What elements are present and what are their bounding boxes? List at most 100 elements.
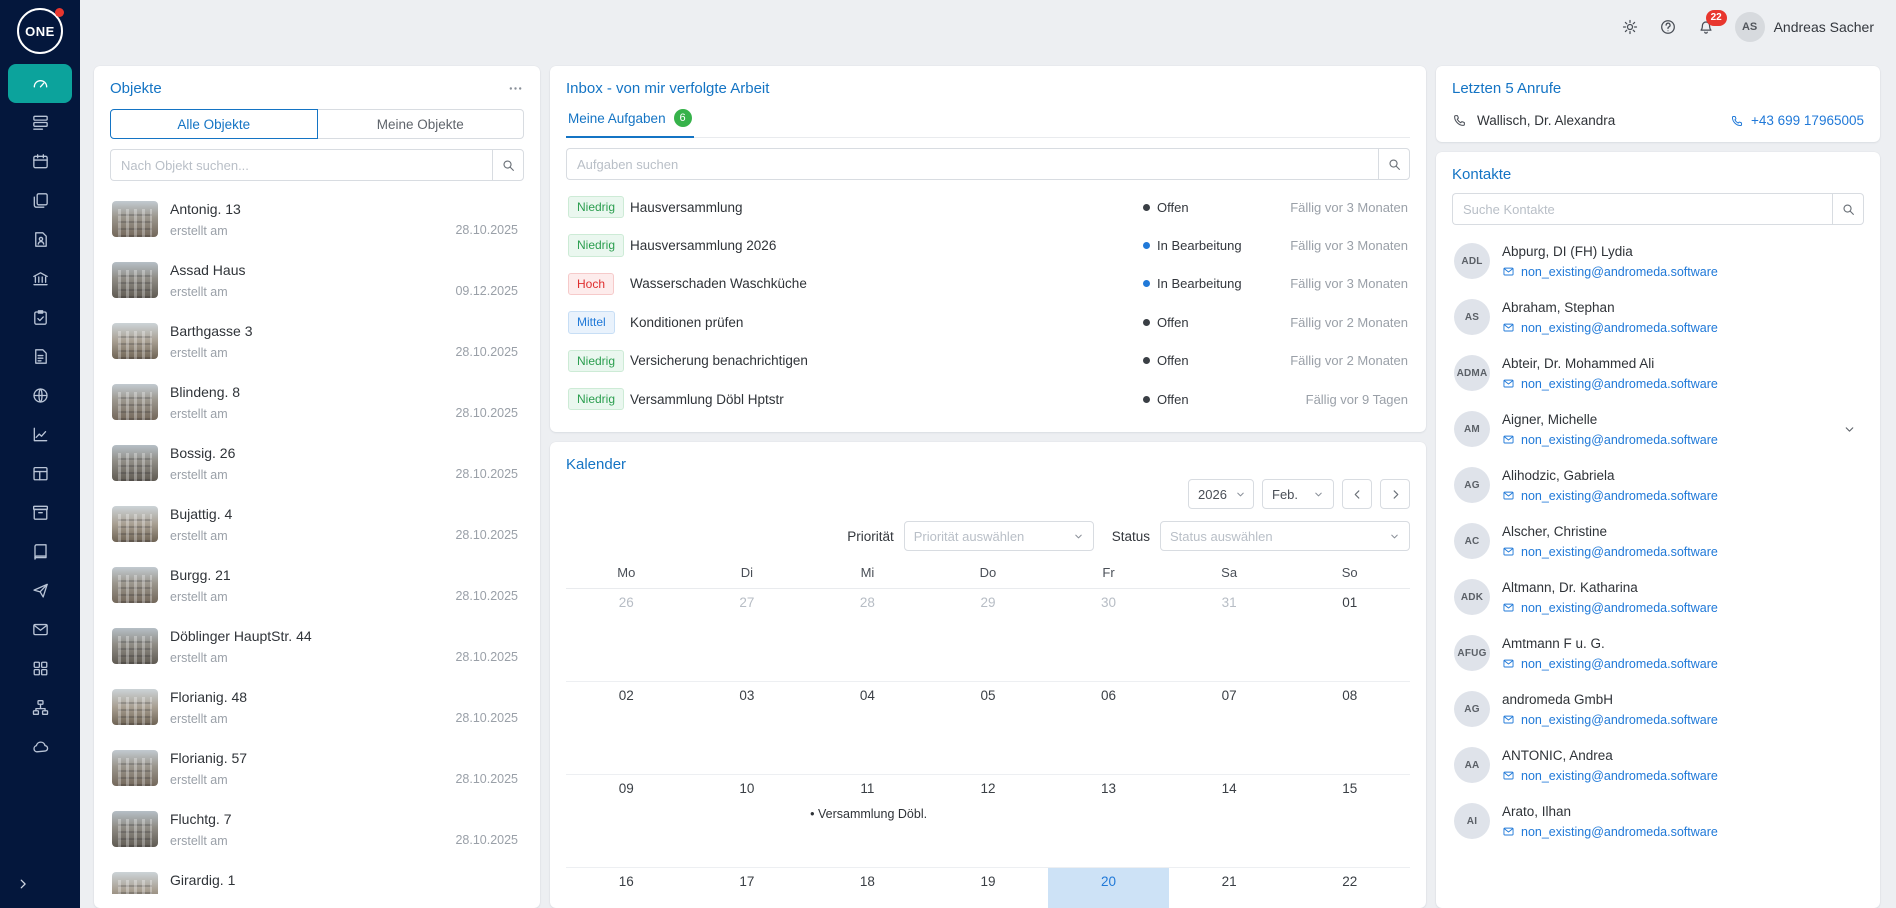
calendar-day-cell[interactable]: 31 xyxy=(1168,589,1290,683)
calendar-day-cell[interactable]: 01 xyxy=(1289,589,1410,683)
calendar-day-cell[interactable]: 03 xyxy=(686,682,808,776)
sidebar-item-bank[interactable] xyxy=(8,259,72,298)
objekt-list-item[interactable]: Antonig. 13 erstellt am 28.10.2025 xyxy=(110,189,520,250)
calendar-day-cell[interactable]: 17 xyxy=(687,868,808,908)
contact-email-link[interactable]: non_existing@andromeda.software xyxy=(1502,377,1831,391)
contact-row[interactable]: AI Arato, Ilhan non_existing@andromeda.s… xyxy=(1452,793,1858,849)
sidebar-item-calendar[interactable] xyxy=(8,142,72,181)
task-row[interactable]: Niedrig Versammlung Döbl Hptstr Offen Fä… xyxy=(566,380,1410,418)
calendar-day-cell[interactable]: 20 xyxy=(1048,868,1169,908)
sidebar-item-dashboard[interactable] xyxy=(8,64,72,103)
calendar-day-cell[interactable]: 05 xyxy=(927,682,1049,776)
contact-row[interactable]: AG andromeda GmbH non_existing@andromeda… xyxy=(1452,681,1858,737)
contact-email-link[interactable]: non_existing@andromeda.software xyxy=(1502,321,1831,335)
contact-email-link[interactable]: non_existing@andromeda.software xyxy=(1502,825,1831,839)
sidebar-item-network[interactable] xyxy=(8,688,72,727)
calendar-day-cell[interactable]: 10 xyxy=(686,775,808,869)
calendar-day-cell[interactable]: 07 xyxy=(1168,682,1290,776)
sidebar-item-reports[interactable] xyxy=(8,415,72,454)
sidebar-item-documents[interactable] xyxy=(8,337,72,376)
task-row[interactable]: Niedrig Hausversammlung Offen Fällig vor… xyxy=(566,188,1410,226)
sidebar-item-apps[interactable] xyxy=(8,649,72,688)
sidebar-item-inventory[interactable] xyxy=(8,493,72,532)
calendar-day-cell[interactable]: 02 xyxy=(566,682,687,776)
objekt-list-item[interactable]: Florianig. 48 erstellt am 28.10.2025 xyxy=(110,677,520,738)
contact-email-link[interactable]: non_existing@andromeda.software xyxy=(1502,601,1831,615)
objekt-list-item[interactable]: Bujattig. 4 erstellt am 28.10.2025 xyxy=(110,494,520,555)
calendar-day-cell[interactable]: 13 xyxy=(1048,775,1169,869)
contact-email-link[interactable]: non_existing@andromeda.software xyxy=(1502,657,1831,671)
user-menu[interactable]: AS Andreas Sacher xyxy=(1734,12,1874,42)
sidebar-item-mail[interactable] xyxy=(8,610,72,649)
sidebar-item-send[interactable] xyxy=(8,571,72,610)
sidebar-item-objects[interactable] xyxy=(8,103,72,142)
objekt-list-item[interactable]: Bossig. 26 erstellt am 28.10.2025 xyxy=(110,433,520,494)
help-icon[interactable] xyxy=(1659,18,1677,36)
calendar-day-cell[interactable]: 28 xyxy=(807,589,928,683)
calendar-day-cell[interactable]: 26 xyxy=(566,589,687,683)
contact-row[interactable]: AS Abraham, Stephan non_existing@androme… xyxy=(1452,289,1858,345)
more-menu-icon[interactable] xyxy=(507,80,524,97)
contact-email-link[interactable]: non_existing@andromeda.software xyxy=(1502,265,1831,279)
call-row[interactable]: Wallisch, Dr. Alexandra +43 699 17965005 xyxy=(1452,113,1864,128)
task-row[interactable]: Mittel Konditionen prüfen Offen Fällig v… xyxy=(566,303,1410,341)
objekt-list-item[interactable]: Assad Haus erstellt am 09.12.2025 xyxy=(110,250,520,311)
contact-row[interactable]: AA ANTONIC, Andrea non_existing@andromed… xyxy=(1452,737,1858,793)
sidebar-item-board[interactable] xyxy=(8,454,72,493)
sidebar-item-ledger[interactable] xyxy=(8,532,72,571)
contact-row[interactable]: AC Alscher, Christine non_existing@andro… xyxy=(1452,513,1858,569)
calendar-day-cell[interactable]: 06 xyxy=(1048,682,1169,776)
task-row[interactable]: Hoch Wasserschaden Waschküche In Bearbei… xyxy=(566,265,1410,303)
calendar-day-cell[interactable]: 04 xyxy=(807,682,928,776)
calendar-day-cell[interactable]: 11 • Versammlung Döbl... xyxy=(807,775,928,869)
objekt-list-item[interactable]: Girardig. 1 erstellt am 28.10.2025 xyxy=(110,860,520,894)
sidebar-item-cloud[interactable] xyxy=(8,727,72,766)
contact-email-link[interactable]: non_existing@andromeda.software xyxy=(1502,713,1831,727)
objekt-list-item[interactable]: Fluchtg. 7 erstellt am 28.10.2025 xyxy=(110,799,520,860)
contact-row[interactable]: AG Alihodzic, Gabriela non_existing@andr… xyxy=(1452,457,1858,513)
contact-email-link[interactable]: non_existing@andromeda.software xyxy=(1502,433,1831,447)
calendar-day-cell[interactable]: 29 xyxy=(927,589,1049,683)
sidebar-item-tasks[interactable] xyxy=(8,298,72,337)
calendar-day-cell[interactable]: 08 xyxy=(1289,682,1410,776)
task-search-button[interactable] xyxy=(1378,148,1410,180)
sidebar-item-contracts[interactable] xyxy=(8,220,72,259)
status-select[interactable]: Status auswählen xyxy=(1160,521,1410,552)
contact-row[interactable]: ADK Altmann, Dr. Katharina non_existing@… xyxy=(1452,569,1858,625)
calendar-day-cell[interactable]: 27 xyxy=(686,589,808,683)
task-row[interactable]: Niedrig Hausversammlung 2026 In Bearbeit… xyxy=(566,226,1410,264)
contact-row[interactable]: ADL Abpurg, DI (FH) Lydia non_existing@a… xyxy=(1452,233,1858,289)
objekte-tab[interactable]: Meine Objekte xyxy=(317,109,524,139)
objekt-list-item[interactable]: Barthgasse 3 erstellt am 28.10.2025 xyxy=(110,311,520,372)
notifications-bell-icon[interactable]: 22 xyxy=(1697,10,1727,36)
task-row[interactable]: Niedrig Versicherung benachrichtigen Off… xyxy=(566,342,1410,380)
calendar-day-cell[interactable]: 19 xyxy=(928,868,1049,908)
calendar-day-cell[interactable]: 18 xyxy=(807,868,928,908)
contact-email-link[interactable]: non_existing@andromeda.software xyxy=(1502,769,1831,783)
calendar-day-cell[interactable]: 16 xyxy=(566,868,687,908)
contact-email-link[interactable]: non_existing@andromeda.software xyxy=(1502,545,1831,559)
kontakte-search-input[interactable] xyxy=(1452,193,1832,225)
calendar-day-cell[interactable]: 30 xyxy=(1048,589,1169,683)
prev-month-button[interactable] xyxy=(1342,479,1372,510)
app-logo[interactable]: ONE xyxy=(17,8,64,54)
objekte-tab[interactable]: Alle Objekte xyxy=(110,109,318,139)
kontakte-search-button[interactable] xyxy=(1832,193,1864,225)
contact-expand-chevron-icon[interactable] xyxy=(1843,423,1856,436)
calendar-day-cell[interactable]: 22 xyxy=(1289,868,1410,908)
settings-gear-icon[interactable] xyxy=(1621,18,1639,36)
next-month-button[interactable] xyxy=(1380,479,1410,510)
sidebar-item-units[interactable] xyxy=(8,181,72,220)
objekt-list-item[interactable]: Döblinger HauptStr. 44 erstellt am 28.10… xyxy=(110,616,520,677)
objekt-list-item[interactable]: Burgg. 21 erstellt am 28.10.2025 xyxy=(110,555,520,616)
contact-email-link[interactable]: non_existing@andromeda.software xyxy=(1502,489,1831,503)
tab-meine-aufgaben[interactable]: Meine Aufgaben 6 xyxy=(566,109,694,138)
calendar-event[interactable]: • Versammlung Döbl... xyxy=(810,807,928,822)
month-select[interactable]: Feb. xyxy=(1262,479,1334,510)
calendar-day-cell[interactable]: 15 xyxy=(1289,775,1410,869)
calendar-day-cell[interactable]: 14 xyxy=(1168,775,1290,869)
calendar-day-cell[interactable]: 09 xyxy=(566,775,687,869)
sidebar-item-web[interactable] xyxy=(8,376,72,415)
calendar-day-cell[interactable]: 12 xyxy=(927,775,1049,869)
prioritaet-select[interactable]: Priorität auswählen xyxy=(903,521,1094,552)
